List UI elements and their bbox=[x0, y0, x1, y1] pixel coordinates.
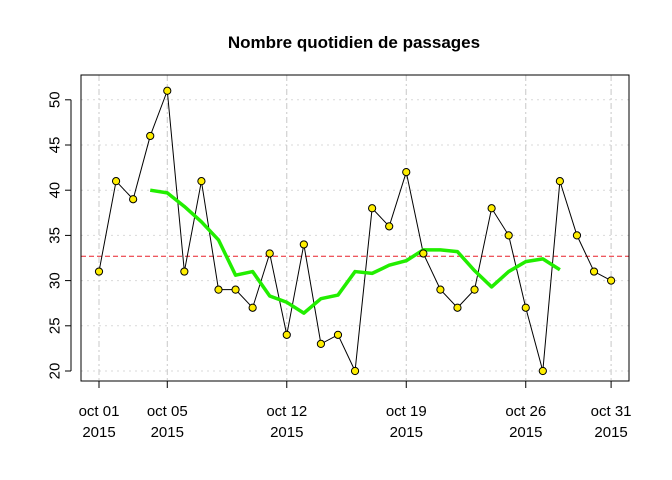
data-point bbox=[248, 303, 257, 312]
data-point bbox=[572, 231, 582, 240]
data-point bbox=[589, 267, 599, 276]
x-tick-label: oct 01 bbox=[79, 403, 120, 420]
grid bbox=[81, 75, 629, 381]
x-tick-year-label: 2015 bbox=[509, 424, 542, 441]
x-tick-label: oct 12 bbox=[266, 403, 307, 420]
data-point bbox=[299, 240, 308, 249]
data-point bbox=[470, 285, 479, 294]
data-point bbox=[214, 285, 223, 294]
y-tick-label: 40 bbox=[46, 182, 63, 199]
x-tick-label: oct 19 bbox=[386, 403, 427, 420]
data-point bbox=[333, 330, 343, 339]
y-tick-label: 50 bbox=[46, 91, 63, 108]
data-point bbox=[350, 366, 360, 376]
data-point bbox=[163, 86, 172, 95]
y-tick-label: 45 bbox=[46, 137, 63, 154]
data-point bbox=[111, 177, 121, 186]
data-point bbox=[180, 267, 189, 276]
x-axis: oct 01 2015 oct 05 2015 oct 12 2015 oct 19 2015… bbox=[79, 380, 632, 441]
y-tick-label: 35 bbox=[46, 227, 63, 244]
data-point bbox=[197, 177, 206, 186]
daily-series-line bbox=[98, 90, 612, 373]
y-axis: 20 25 30 35 40 45 50 bbox=[46, 91, 72, 380]
moving-average-layer bbox=[149, 188, 561, 315]
data-point bbox=[487, 204, 496, 213]
data-point bbox=[129, 195, 138, 204]
data-point bbox=[453, 303, 462, 312]
x-tick-label: oct 05 bbox=[147, 403, 188, 420]
data-point bbox=[146, 131, 155, 141]
data-point bbox=[504, 231, 513, 240]
data-point bbox=[385, 222, 394, 231]
x-tick-year-label: 2015 bbox=[82, 424, 115, 441]
x-tick-year-label: 2015 bbox=[594, 424, 627, 441]
points-layer bbox=[94, 86, 616, 376]
data-point bbox=[282, 330, 291, 339]
y-tick-label: 30 bbox=[46, 272, 63, 289]
data-point bbox=[419, 249, 428, 258]
data-point bbox=[538, 366, 547, 376]
x-tick-year-label: 2015 bbox=[151, 424, 184, 441]
plot-frame bbox=[80, 74, 630, 382]
y-tick-label: 25 bbox=[46, 317, 63, 334]
x-tick-label: oct 26 bbox=[505, 403, 546, 420]
x-tick-year-label: 2015 bbox=[270, 424, 303, 441]
data-point bbox=[231, 285, 240, 294]
data-point bbox=[94, 267, 104, 276]
data-point bbox=[402, 168, 411, 177]
y-tick-label: 20 bbox=[46, 363, 63, 380]
x-tick-label: oct 31 bbox=[591, 403, 632, 420]
data-point bbox=[265, 249, 274, 258]
data-point bbox=[521, 303, 530, 312]
series-layer bbox=[98, 90, 612, 373]
data-point bbox=[436, 285, 445, 294]
x-tick-year-label: 2015 bbox=[390, 424, 423, 441]
data-point bbox=[316, 339, 326, 348]
data-point bbox=[368, 204, 377, 213]
data-point bbox=[555, 177, 564, 186]
data-point bbox=[607, 276, 616, 285]
moving-average-line bbox=[149, 188, 561, 315]
chart-title: Nombre quotidien de passages bbox=[228, 33, 480, 52]
